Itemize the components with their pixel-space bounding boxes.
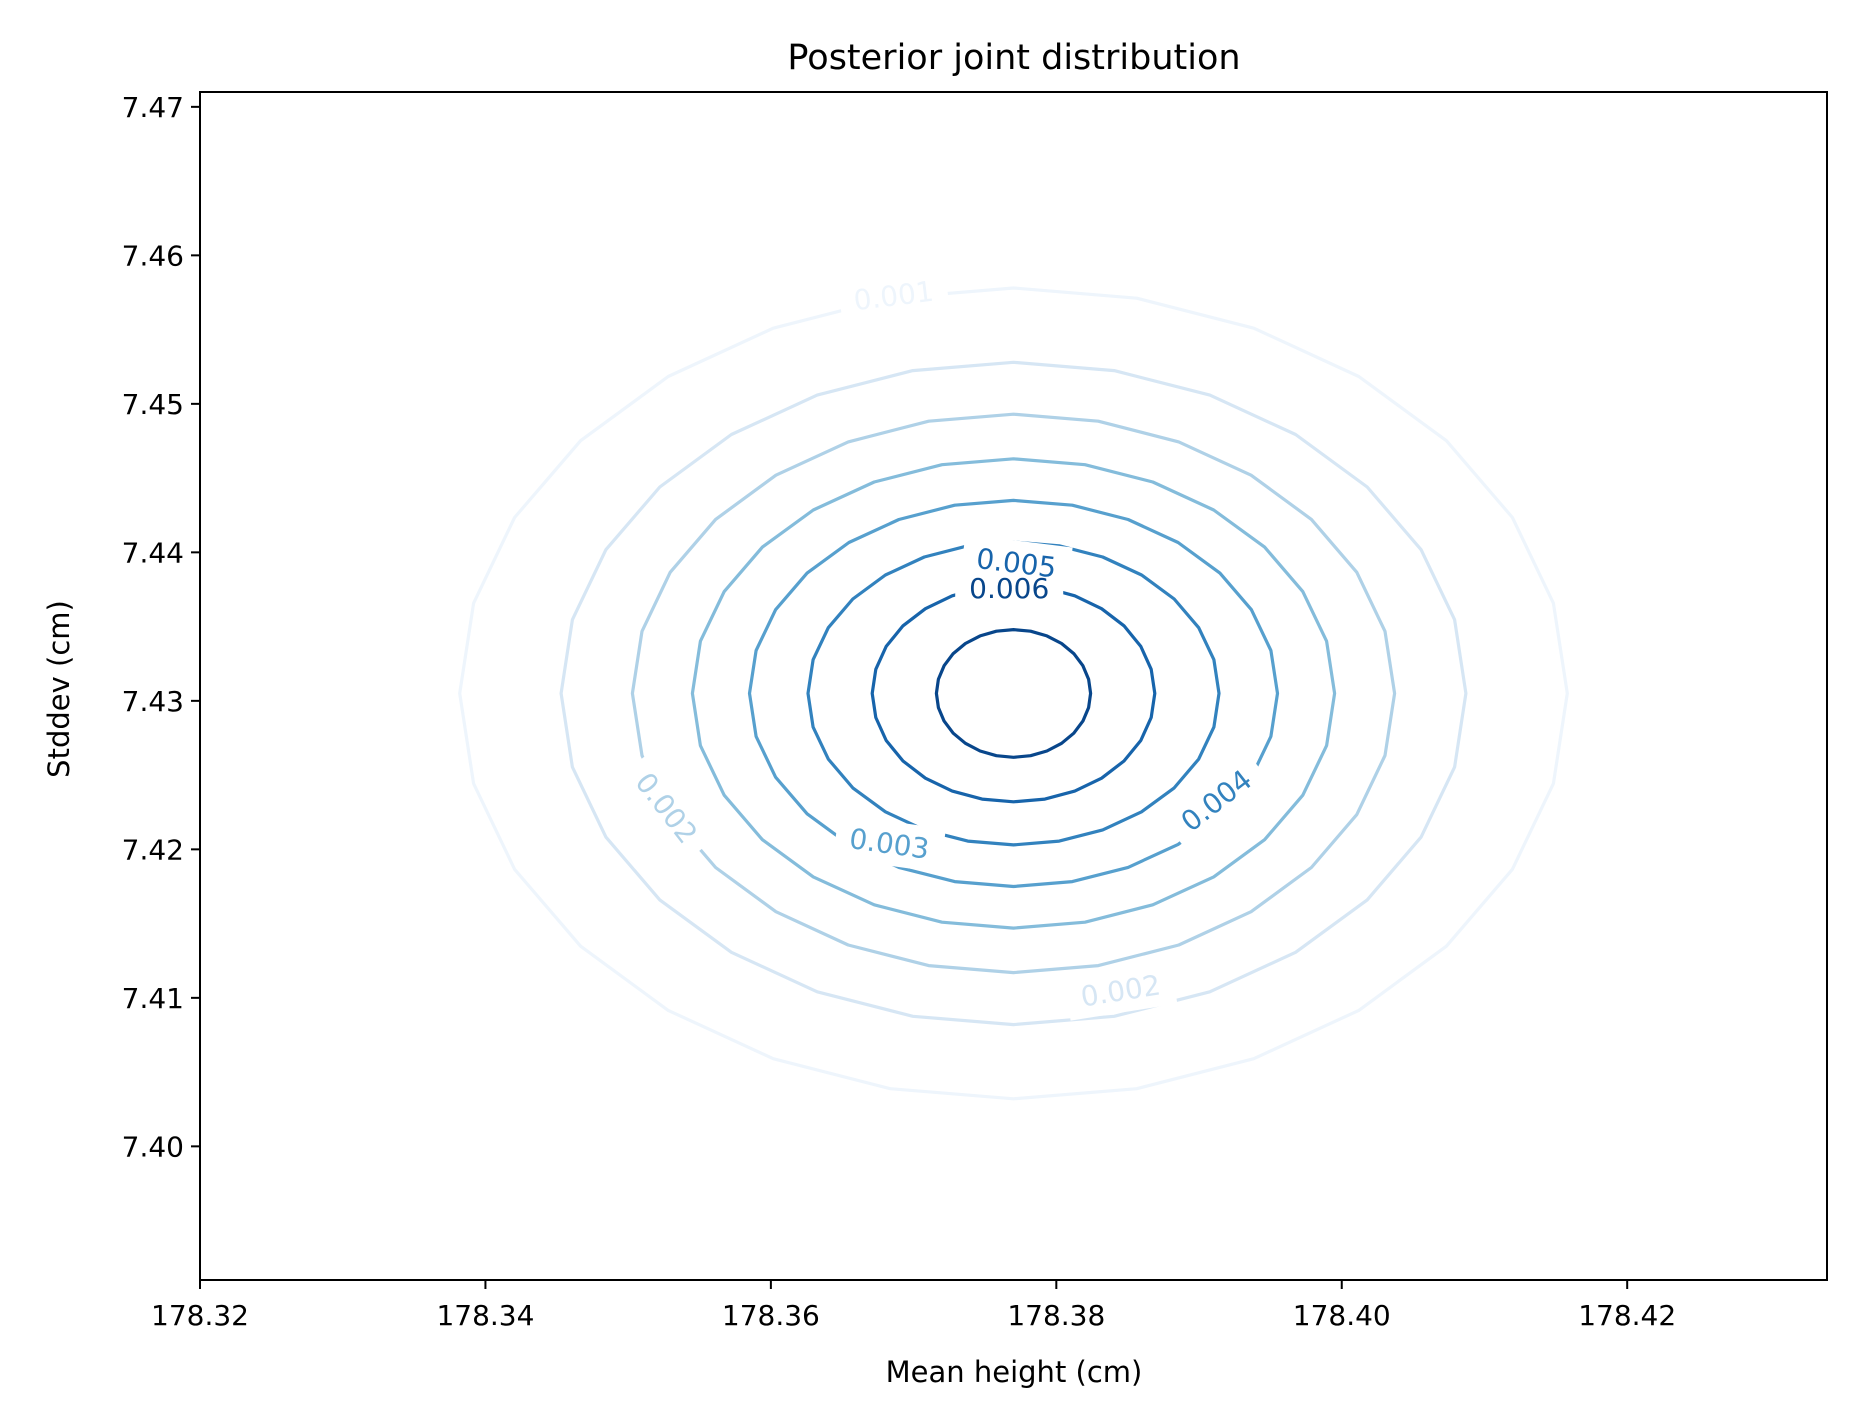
y-tick-label: 7.40: [122, 1130, 184, 1163]
x-tick-label: 178.42: [1578, 1299, 1676, 1332]
x-tick-label: 178.36: [722, 1299, 820, 1332]
x-tick-label: 178.32: [151, 1299, 249, 1332]
x-tick-label: 178.38: [1007, 1299, 1105, 1332]
contour-level-2: [559, 360, 1468, 1027]
chart-title: Posterior joint distribution: [787, 38, 1240, 78]
x-tick-label: 178.34: [436, 1299, 534, 1332]
contour-lines: [458, 286, 1569, 1101]
plot-frame: [199, 91, 1828, 1281]
y-tick-label: 7.46: [122, 239, 184, 272]
y-tick-label: 7.45: [122, 388, 184, 421]
contour-level-7: [870, 583, 1157, 804]
contour-level-6: [806, 540, 1221, 847]
y-tick-label: 7.43: [122, 685, 184, 718]
contour-level-1: [458, 286, 1569, 1101]
y-axis-title: Stddev (cm): [42, 600, 76, 778]
contour-level-8: [934, 627, 1093, 759]
contour-level-3: [630, 412, 1397, 975]
y-tick-label: 7.41: [122, 982, 184, 1015]
x-tick-label: 178.40: [1293, 1299, 1391, 1332]
x-axis-title: Mean height (cm): [886, 1355, 1143, 1389]
y-tick-label: 7.42: [122, 833, 184, 866]
y-tick-label: 7.47: [122, 91, 184, 124]
contour-label: 0.006: [969, 572, 1049, 605]
contour-level-5: [747, 498, 1280, 889]
contour-level-4: [690, 457, 1337, 930]
y-tick-label: 7.44: [122, 536, 184, 569]
